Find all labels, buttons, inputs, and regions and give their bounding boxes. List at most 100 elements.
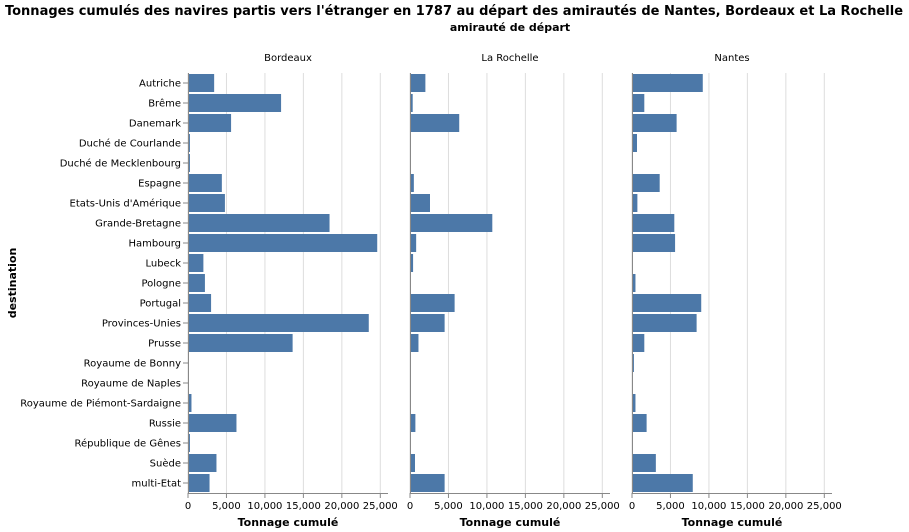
y-tick-label-duche-de-mecklenbourg: Duché de Mecklenbourg	[60, 158, 181, 170]
y-tick-label-espagne: Espagne	[138, 179, 181, 190]
y-tick-label-prusse: Prusse	[148, 339, 181, 350]
y-axis-labels: Autriche Brême Danemark Duché de Courlande D…	[20, 79, 188, 490]
y-tick-label-royaume-de-bonny: Royaume de Bonny	[84, 359, 181, 370]
bar-nantes-hambourg	[632, 234, 676, 252]
x-tick-label: 20,000	[768, 501, 803, 512]
bar-bordeaux-autriche	[188, 74, 215, 92]
x-tick-label: 15,000	[508, 501, 543, 512]
x-axis-title: Tonnage cumulé	[238, 516, 339, 529]
bar-la-rochelle-espagne	[410, 174, 414, 192]
x-tick-label: 5,000	[212, 501, 241, 512]
facet-header-title: amirauté de départ	[450, 21, 570, 34]
bar-la-rochelle-portugal	[410, 294, 455, 312]
bar-la-rochelle-prusse	[410, 334, 419, 352]
panel-nantes: Nantes 0 5,000 10,000 15,000 20,000 25,000 Tonn…	[629, 53, 842, 529]
y-tick-label-russie: Russie	[149, 419, 181, 430]
y-tick-label-autriche: Autriche	[139, 79, 181, 90]
bar-bordeaux-multi-etat	[188, 474, 210, 492]
x-tick-label: 0	[407, 501, 413, 512]
bar-nantes-suede	[632, 454, 656, 472]
y-tick-label-danemark: Danemark	[129, 119, 181, 130]
bar-nantes-royaume-de-piemont-sardaigne	[632, 394, 636, 412]
facet-label-bordeaux: Bordeaux	[264, 53, 312, 64]
bar-bordeaux-provinces-unies	[188, 314, 369, 332]
bar-bordeaux-lubeck	[188, 254, 204, 272]
x-tick-label: 0	[629, 501, 635, 512]
x-tick-label: 5,000	[656, 501, 685, 512]
bar-nantes-pologne	[632, 274, 636, 292]
bar-la-rochelle-breme	[410, 94, 413, 112]
bar-nantes-danemark	[632, 114, 677, 132]
facet-label-la-rochelle: La Rochelle	[481, 53, 538, 64]
bar-la-rochelle-hambourg	[410, 234, 417, 252]
bar-bordeaux-etats-unis-d-amerique	[188, 194, 225, 212]
bar-bordeaux-portugal	[188, 294, 212, 312]
bar-bordeaux-espagne	[188, 174, 222, 192]
panel-la-rochelle: La Rochelle 0 5,000 10,000 15,000 20,000 25,00…	[407, 53, 620, 529]
y-tick-label-hambourg: Hambourg	[129, 239, 181, 250]
bar-bordeaux-breme	[188, 94, 282, 112]
y-tick-label-multi-etat: multi-Etat	[132, 479, 182, 490]
x-tick-label: 0	[185, 501, 191, 512]
bar-bordeaux-prusse	[188, 334, 293, 352]
x-tick-label: 10,000	[691, 501, 726, 512]
panel-bordeaux: Bordeaux 0 5,000 10,000 15,000 20,000 25,000 To…	[185, 53, 398, 529]
bar-la-rochelle-etats-unis-d-amerique	[410, 194, 430, 212]
bar-nantes-provinces-unies	[632, 314, 697, 332]
bar-la-rochelle-autriche	[410, 74, 426, 92]
bar-nantes-russie	[632, 414, 647, 432]
y-tick-label-breme: Brême	[148, 98, 181, 110]
x-tick-label: 25,000	[585, 501, 620, 512]
y-axis-title: destination	[6, 248, 19, 319]
y-tick-label-republique-de-genes: République de Gênes	[74, 438, 181, 450]
bar-bordeaux-royaume-de-piemont-sardaigne	[188, 394, 192, 412]
y-tick-label-royaume-de-naples: Royaume de Naples	[81, 379, 181, 390]
x-tick-label: 20,000	[324, 501, 359, 512]
facet-label-nantes: Nantes	[714, 53, 749, 64]
bar-nantes-duche-de-courlande	[632, 134, 637, 152]
bar-la-rochelle-multi-etat	[410, 474, 445, 492]
bar-la-rochelle-russie	[410, 414, 416, 432]
bar-la-rochelle-provinces-unies	[410, 314, 445, 332]
x-tick-label: 20,000	[546, 501, 581, 512]
y-tick-label-duche-de-courlande: Duché de Courlande	[79, 138, 181, 150]
y-tick-label-lubeck: Lubeck	[145, 259, 181, 270]
x-axis-title: Tonnage cumulé	[682, 516, 783, 529]
y-tick-label-royaume-de-piemont-sardaigne: Royaume de Piémont-Sardaigne	[20, 398, 181, 410]
bar-nantes-breme	[632, 94, 645, 112]
bar-nantes-multi-etat	[632, 474, 693, 492]
bar-la-rochelle-grande-bretagne	[410, 214, 493, 232]
y-tick-label-suede: Suède	[150, 458, 181, 470]
x-tick-label: 15,000	[286, 501, 321, 512]
x-tick-label: 25,000	[807, 501, 842, 512]
bar-nantes-etats-unis-d-amerique	[632, 194, 638, 212]
bar-bordeaux-pologne	[188, 274, 205, 292]
bar-nantes-grande-bretagne	[632, 214, 675, 232]
y-tick-label-grande-bretagne: Grande-Bretagne	[95, 219, 181, 230]
x-tick-label: 10,000	[247, 501, 282, 512]
bar-nantes-prusse	[632, 334, 645, 352]
x-tick-label: 10,000	[469, 501, 504, 512]
bar-bordeaux-russie	[188, 414, 237, 432]
bar-nantes-autriche	[632, 74, 703, 92]
y-tick-label-portugal: Portugal	[140, 299, 181, 310]
bar-nantes-espagne	[632, 174, 660, 192]
bar-bordeaux-hambourg	[188, 234, 378, 252]
y-tick-label-pologne: Pologne	[141, 279, 181, 290]
x-tick-label: 25,000	[363, 501, 398, 512]
x-tick-label: 5,000	[434, 501, 463, 512]
bar-la-rochelle-lubeck	[410, 254, 414, 272]
bar-bordeaux-danemark	[188, 114, 232, 132]
x-axis-title: Tonnage cumulé	[460, 516, 561, 529]
y-tick-label-etats-unis-d-amerique: Etats-Unis d'Amérique	[70, 198, 182, 210]
bar-bordeaux-suede	[188, 454, 217, 472]
bar-nantes-portugal	[632, 294, 702, 312]
bar-bordeaux-grande-bretagne	[188, 214, 330, 232]
x-tick-label: 15,000	[730, 501, 765, 512]
chart-title: Tonnages cumulés des navires partis vers…	[5, 4, 903, 19]
bar-la-rochelle-danemark	[410, 114, 460, 132]
bar-la-rochelle-suede	[410, 454, 415, 472]
y-tick-label-provinces-unies: Provinces-Unies	[102, 319, 181, 330]
